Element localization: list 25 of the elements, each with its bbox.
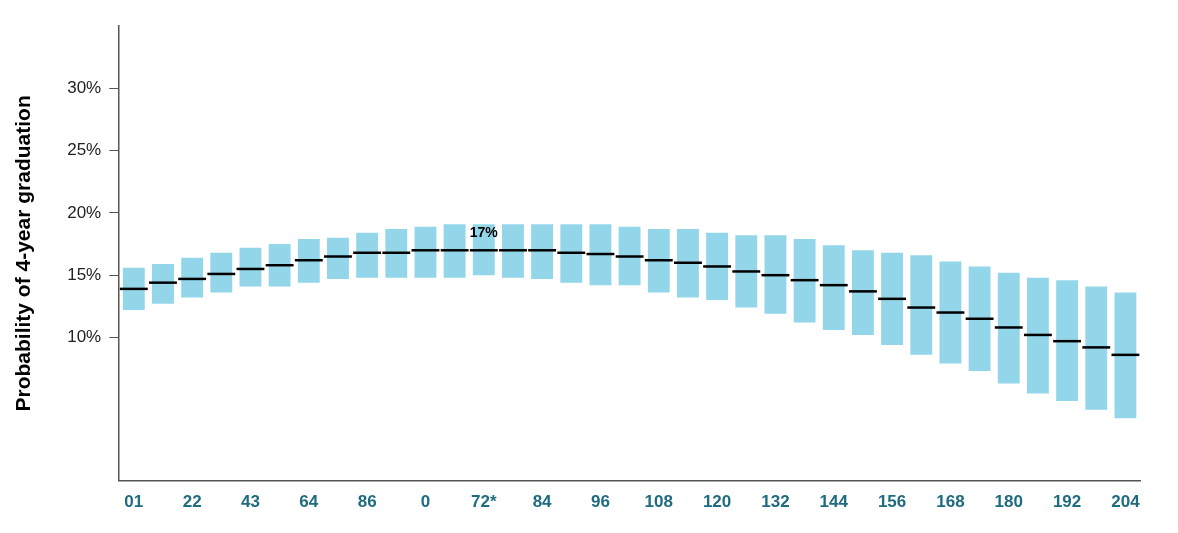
x-tick-label: 180 bbox=[994, 492, 1023, 512]
x-tick-label: 204 bbox=[1111, 492, 1141, 512]
x-tick-label: 96 bbox=[590, 492, 610, 512]
y-tick-label: 30% bbox=[67, 78, 102, 98]
x-tick-label: 0 bbox=[420, 492, 431, 512]
x-tick-label: 22 bbox=[182, 492, 202, 512]
x-tick-label: 168 bbox=[936, 492, 965, 512]
y-tick-label: 10% bbox=[67, 327, 102, 347]
x-tick-label: 120 bbox=[702, 492, 732, 512]
y-axis-title: Probability of 4-year graduation bbox=[11, 95, 35, 412]
y-tick-label: 15% bbox=[67, 264, 102, 284]
x-tick-label: 144 bbox=[819, 492, 849, 512]
y-tick-label: 20% bbox=[67, 202, 102, 222]
x-tick-label: 132 bbox=[761, 492, 790, 512]
x-tick-label: 86 bbox=[357, 492, 377, 512]
x-tick-label: 108 bbox=[644, 492, 673, 512]
x-tick-label: 01 bbox=[124, 492, 144, 512]
x-tick-label: 84 bbox=[532, 492, 553, 512]
annotation: 17% bbox=[469, 224, 499, 241]
x-tick-label: 64 bbox=[299, 492, 319, 512]
x-tick-label: 43 bbox=[241, 492, 260, 512]
x-tick-label: 72* bbox=[471, 492, 497, 512]
y-tick-label: 25% bbox=[67, 140, 102, 160]
x-tick-label: 192 bbox=[1052, 492, 1082, 512]
x-tick-label: 156 bbox=[877, 492, 907, 512]
